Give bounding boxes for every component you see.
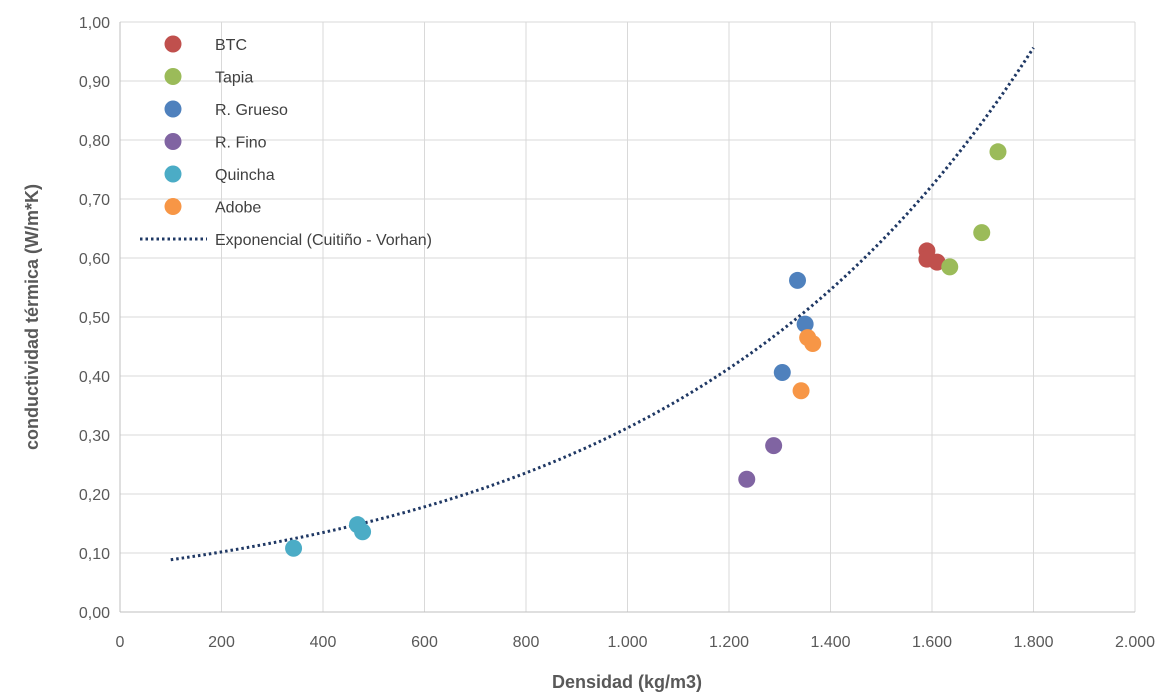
y-tick-label: 0,60: [79, 251, 110, 268]
legend: BTC Tapia R. Grueso R. Fino Quincha Adobe Expo…: [140, 35, 432, 249]
legend-label-trendline: Exponencial (Cuitiño - Vorhan): [215, 232, 432, 249]
y-tick-label: 1,00: [79, 15, 110, 32]
point-tapia: [941, 258, 959, 276]
x-tick-label: 1.000: [607, 634, 647, 651]
point-tapia: [989, 143, 1007, 161]
x-tick-label: 1.800: [1013, 634, 1053, 651]
legend-label-r-grueso: R. Grueso: [215, 102, 288, 119]
point-quincha: [285, 539, 303, 557]
x-tick-label: 1.400: [810, 634, 850, 651]
x-tick-label: 0: [116, 634, 125, 651]
x-tick-label: 400: [310, 634, 337, 651]
legend-marker-r-fino: [164, 133, 182, 150]
y-tick-label: 0,50: [79, 310, 110, 327]
x-tick-label: 1.200: [709, 634, 749, 651]
y-tick-label: 0,10: [79, 546, 110, 563]
y-tick-label: 0,00: [79, 605, 110, 622]
x-tick-label: 800: [513, 634, 540, 651]
trendline-layer: [170, 46, 1035, 562]
legend-marker-quincha: [164, 165, 182, 183]
trendline-curve: [170, 46, 1035, 562]
legend-label-adobe: Adobe: [215, 200, 261, 217]
y-tick-label: 0,40: [79, 369, 110, 386]
y-tick-label: 0,20: [79, 487, 110, 504]
x-tick-label: 2.000: [1115, 634, 1155, 651]
legend-label-r-fino: R. Fino: [215, 135, 267, 152]
data-points: [285, 143, 1007, 557]
x-tick-label: 600: [411, 634, 438, 651]
legend-label-btc: BTC: [215, 37, 247, 54]
axes: 0 200 400 600 800 1.000 1.200 1.400 1.600 1.800 2.…: [79, 15, 1155, 651]
legend-marker-tapia: [164, 68, 182, 85]
point-r-grueso: [796, 315, 814, 333]
y-tick-label: 0,90: [79, 74, 110, 91]
y-tick-label: 0,30: [79, 428, 110, 445]
point-r-grueso: [773, 363, 791, 381]
legend-label-tapia: Tapia: [215, 70, 253, 87]
legend-label-quincha: Quincha: [215, 167, 275, 184]
point-tapia: [973, 224, 991, 242]
point-adobe: [792, 382, 810, 400]
legend-marker-r-grueso: [164, 100, 182, 118]
point-r-grueso: [789, 271, 807, 289]
legend-marker-btc: [164, 35, 182, 53]
x-tick-label: 200: [208, 634, 235, 651]
point-r-fino: [765, 437, 783, 455]
point-adobe: [804, 335, 822, 353]
point-quincha: [354, 523, 372, 541]
point-r-fino: [738, 470, 756, 488]
y-tick-label: 0,80: [79, 133, 110, 150]
x-tick-label: 1.600: [912, 634, 952, 651]
y-tick-label: 0,70: [79, 192, 110, 209]
y-axis-title: conductividad térmica (W/m*K): [22, 184, 42, 450]
legend-marker-adobe: [164, 198, 182, 215]
x-axis-title: Densidad (kg/m3): [552, 672, 702, 692]
